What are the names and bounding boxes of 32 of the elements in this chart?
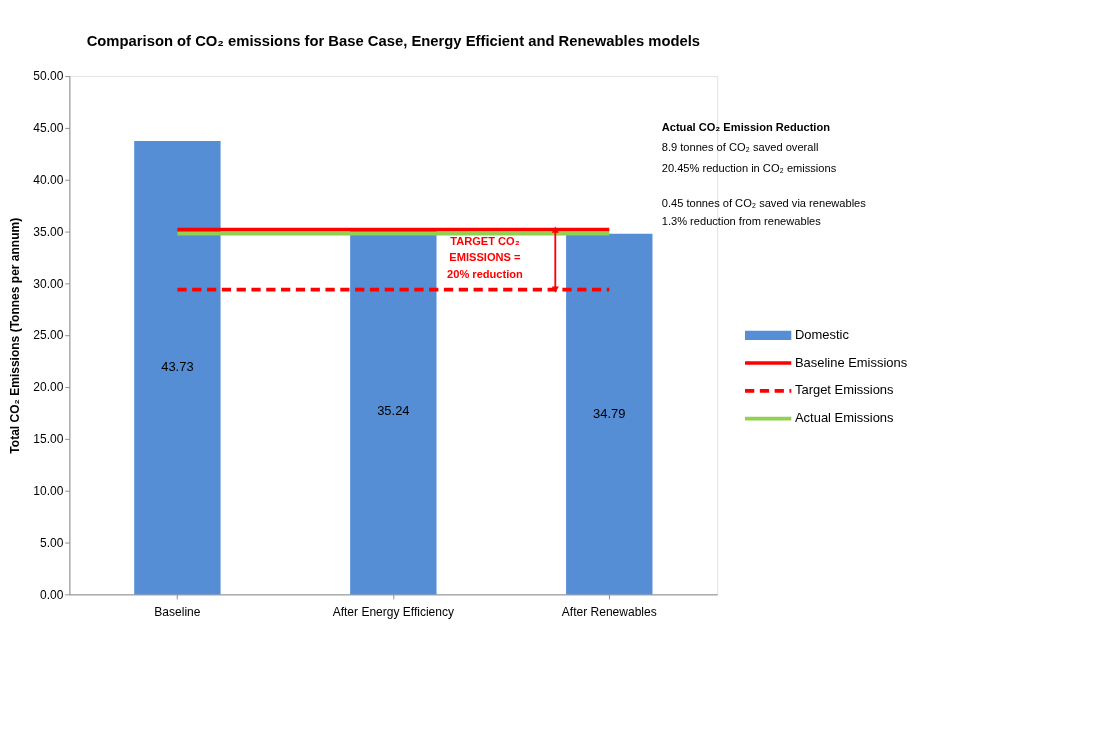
annotation: 8.9 tonnes of CO₂ saved overall bbox=[661, 140, 819, 153]
y-tick-label: 50.00 bbox=[33, 69, 64, 84]
y-tick-label: 20.00 bbox=[33, 380, 64, 395]
data-label: 35.24 bbox=[377, 403, 410, 419]
x-tick-label: After Energy Efficiency bbox=[332, 605, 454, 620]
y-tick-label: 0.00 bbox=[40, 587, 64, 602]
bar bbox=[350, 229, 437, 595]
annotation: TARGET CO₂ EMISSIONS = 20% reduction bbox=[447, 234, 524, 280]
y-tick-label: 25.00 bbox=[33, 328, 64, 343]
x-tick-label: Baseline bbox=[154, 605, 201, 620]
y-tick-label: 45.00 bbox=[33, 121, 64, 136]
legend-label: Domestic bbox=[794, 326, 850, 342]
chart-title: Comparison of CO₂ emissions for Base Case, Energy Efficient and Renewables models bbox=[86, 32, 701, 49]
annotation: 0.45 tonnes of CO₂ saved via renewables bbox=[661, 197, 867, 210]
y-tick-label: 30.00 bbox=[33, 276, 64, 291]
annotation: 1.3% reduction from renewables bbox=[661, 214, 822, 227]
annotation: Actual CO₂ Emission Reduction bbox=[661, 120, 831, 133]
bar bbox=[566, 233, 653, 595]
legend-label: Baseline Emissions bbox=[794, 354, 908, 370]
x-tick-label: After Renewables bbox=[561, 605, 657, 620]
y-tick-label: 10.00 bbox=[33, 483, 64, 498]
y-axis-title: Total CO₂ Emissions (Tonnes per annum) bbox=[8, 217, 23, 454]
y-tick-label: 15.00 bbox=[33, 432, 64, 447]
annotation: 20.45% reduction in CO₂ emissions bbox=[661, 162, 837, 175]
legend-label: Target Emissions bbox=[794, 382, 894, 398]
legend-label: Actual Emissions bbox=[794, 410, 894, 426]
y-tick-label: 5.00 bbox=[40, 535, 64, 550]
y-tick-label: 40.00 bbox=[33, 172, 64, 187]
data-label: 43.73 bbox=[161, 359, 194, 375]
bar bbox=[134, 141, 221, 595]
data-label: 34.79 bbox=[593, 405, 626, 421]
y-tick-label: 35.00 bbox=[33, 224, 64, 239]
